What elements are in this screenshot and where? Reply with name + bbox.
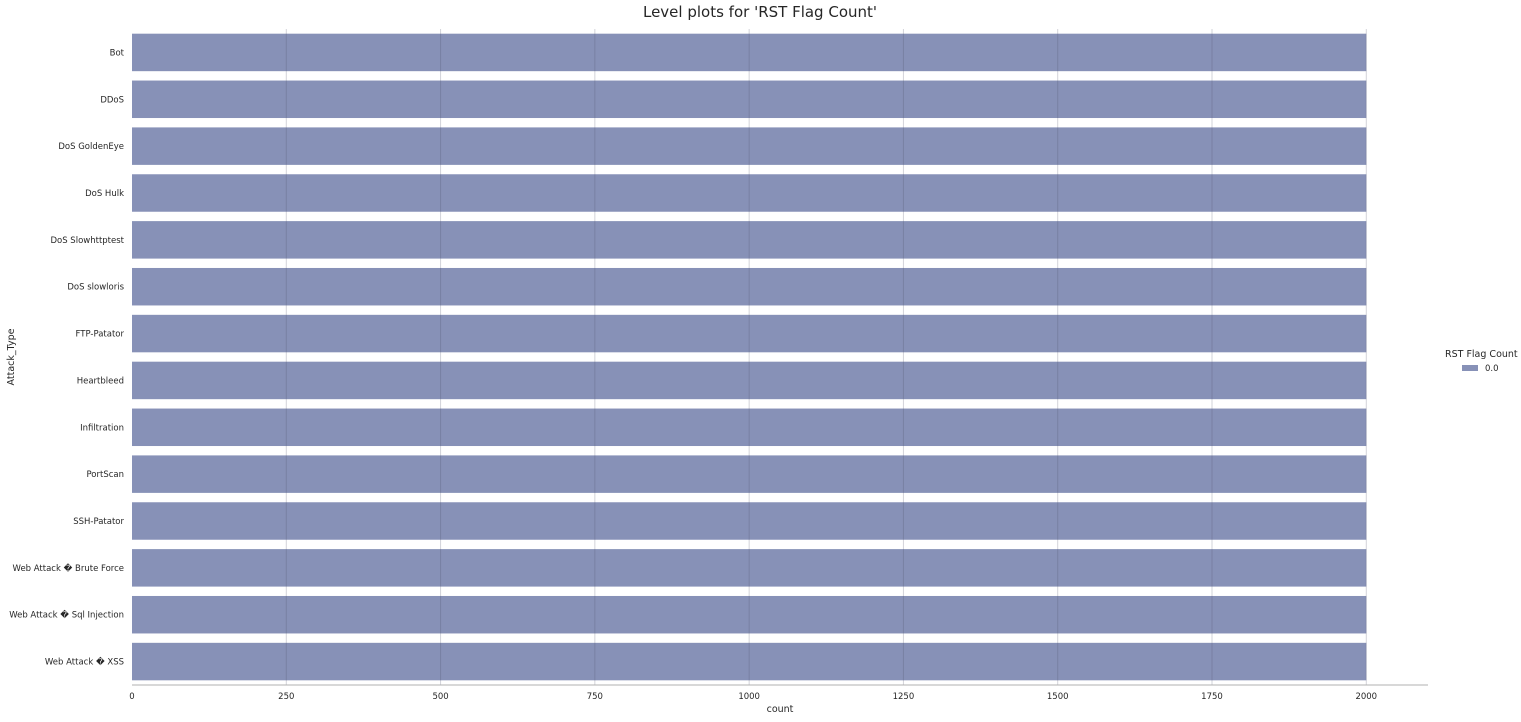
bar <box>132 455 1367 493</box>
bar <box>132 221 1367 259</box>
bar <box>132 642 1367 681</box>
x-tick-labels: 0 250 500 750 1000 1250 1500 1750 2000 <box>129 692 1377 702</box>
x-tick-label: 1750 <box>1201 692 1223 702</box>
x-tick-label: 500 <box>432 692 448 702</box>
bar <box>132 33 1367 72</box>
y-tick-label: PortScan <box>86 470 124 480</box>
x-tick-label: 0 <box>129 692 134 702</box>
legend-swatch <box>1462 365 1478 371</box>
y-tick-label: SSH-Patator <box>73 517 124 527</box>
grid-lines <box>285 29 1367 685</box>
y-tick-label: Heartbleed <box>77 376 124 386</box>
bars <box>132 33 1367 681</box>
legend: RST Flag Count 0.0 <box>1445 349 1518 374</box>
legend-entry: 0.0 <box>1485 364 1499 374</box>
y-tick-label: DDoS <box>100 95 124 105</box>
bar <box>132 361 1367 400</box>
x-tick-label: 1000 <box>738 692 760 702</box>
y-tick-label: Web Attack � Brute Force <box>13 563 124 574</box>
x-tick-label: 2000 <box>1355 692 1377 702</box>
bar <box>132 314 1367 353</box>
y-tick-label: Web Attack � Sql Injection <box>9 610 124 621</box>
x-tick-label: 750 <box>587 692 603 702</box>
bar <box>132 595 1367 634</box>
bar <box>132 408 1367 447</box>
bar <box>132 502 1367 540</box>
y-tick-label: Bot <box>110 48 125 58</box>
y-tick-label: DoS GoldenEye <box>58 142 124 152</box>
y-tick-label: DoS slowloris <box>67 283 124 293</box>
y-tick-labels: Bot DDoS DoS GoldenEye DoS Hulk DoS Slowhttp… <box>9 48 124 667</box>
y-tick-label: DoS Slowhttptest <box>50 236 124 246</box>
y-axis-label: Attack_Type <box>6 328 17 385</box>
bar <box>132 549 1367 587</box>
legend-title: RST Flag Count <box>1445 349 1518 360</box>
bar <box>132 80 1367 119</box>
y-tick-label: Infiltration <box>80 423 124 433</box>
x-tick-label: 1500 <box>1047 692 1069 702</box>
y-tick-label: Web Attack � XSS <box>45 657 124 668</box>
bar <box>132 267 1367 306</box>
bar <box>132 127 1367 165</box>
y-tick-label: FTP-Patator <box>76 330 125 340</box>
x-tick-label: 1250 <box>893 692 915 702</box>
x-axis-label: count <box>767 704 794 715</box>
x-tick-label: 250 <box>278 692 294 702</box>
bar <box>132 174 1367 212</box>
y-tick-label: DoS Hulk <box>85 189 124 199</box>
chart-title: Level plots for 'RST Flag Count' <box>643 3 877 21</box>
